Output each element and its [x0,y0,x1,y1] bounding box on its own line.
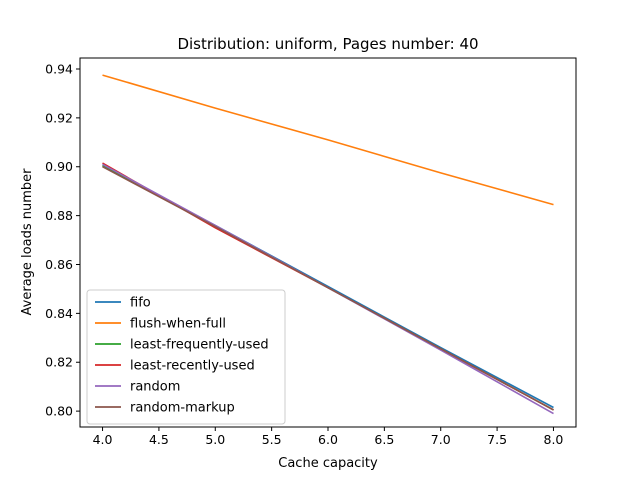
x-tick-label: 4.0 [93,432,113,447]
x-tick-label: 5.5 [262,432,282,447]
legend-entry-least-frequently-used: least-frequently-used [130,338,269,353]
legend-box [86,289,286,425]
legend-entry-flush-when-full: flush-when-full [130,317,226,332]
y-tick-label: 0.94 [45,61,73,76]
legend-entry-random: random [130,380,180,395]
legend-entry-random-markup: random-markup [130,401,235,416]
x-tick-label: 7.0 [431,432,451,447]
y-tick-label: 0.80 [45,404,73,419]
x-tick-label: 7.5 [487,432,507,447]
x-axis-label: Cache capacity [278,456,378,471]
x-tick-label: 4.5 [149,432,169,447]
x-tick-label: 6.0 [318,432,338,447]
y-axis: 0.80 0.82 0.84 0.86 0.88 0.90 0.92 0.94 [45,61,80,419]
y-tick-label: 0.90 [45,159,73,174]
x-axis: 4.0 4.5 5.0 5.5 6.0 6.5 7.0 7.5 8.0 [93,427,564,447]
y-tick-label: 0.86 [45,257,73,272]
y-axis-label: Average loads number [20,168,35,316]
x-tick-label: 6.5 [374,432,394,447]
series-line-flush-when-full [102,74,554,206]
y-tick-label: 0.88 [45,208,73,223]
y-tick-label: 0.84 [45,306,73,321]
x-tick-label: 8.0 [544,432,564,447]
chart-title: Distribution: uniform, Pages number: 40 [177,35,478,53]
legend-entry-least-recently-used: least-recently-used [130,359,255,374]
x-tick-label: 5.0 [205,432,225,447]
series-line-random-markup [102,165,554,411]
y-tick-label: 0.92 [45,110,73,125]
y-tick-label: 0.82 [45,355,73,370]
legend-entry-fifo: fifo [130,296,151,311]
legend: fifo flush-when-full least-frequently-used… [86,289,286,425]
